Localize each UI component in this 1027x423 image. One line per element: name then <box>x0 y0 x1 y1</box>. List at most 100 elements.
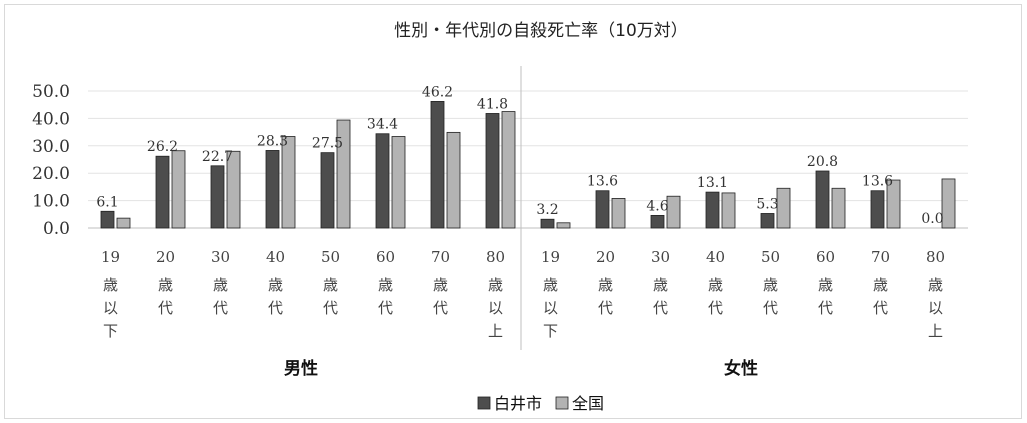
y-tick-label: 20.0 <box>32 164 70 184</box>
category-char: 代 <box>818 299 833 317</box>
bar-national <box>336 119 351 229</box>
category-number: 19 <box>101 248 120 266</box>
data-label: 13.6 <box>862 174 893 190</box>
bar-national <box>831 187 846 229</box>
category-number: 40 <box>706 248 725 266</box>
category-char: 歳 <box>433 276 448 294</box>
bar-shiroi <box>430 101 445 229</box>
data-label: 22.7 <box>202 149 233 165</box>
bar-shiroi <box>320 152 335 229</box>
category-char: 歳 <box>598 276 613 294</box>
data-label: 6.1 <box>96 194 118 210</box>
category-char: 歳 <box>708 276 723 294</box>
category-char: 代 <box>213 299 228 317</box>
category-number: 60 <box>816 248 835 266</box>
y-tick-label: 10.0 <box>32 192 70 212</box>
category-number: 30 <box>651 248 670 266</box>
bar-national <box>556 222 571 229</box>
data-labels: 6.1 26.2 22.7 28.3 27.5 34.4 46.2 41.8 3.2 13.6 4.… <box>96 84 943 227</box>
bar-shiroi <box>100 210 115 229</box>
category-char: 代 <box>378 299 393 317</box>
category-number: 20 <box>156 248 175 266</box>
data-label: 5.3 <box>756 196 778 212</box>
bar-national <box>611 198 626 229</box>
bar-national <box>721 192 736 229</box>
category-char: 歳 <box>818 276 833 294</box>
legend-label: 全国 <box>572 394 604 413</box>
category-number: 20 <box>596 248 615 266</box>
bar-national <box>116 217 131 229</box>
chart-title: 性別・年代別の自殺死亡率（10万対） <box>394 21 688 41</box>
bar-shiroi <box>155 155 170 229</box>
bar-national <box>171 150 186 229</box>
bar-shiroi <box>485 113 500 229</box>
bar-shiroi <box>705 191 720 229</box>
legend: 白井市 全国 <box>477 394 604 413</box>
bar-national <box>446 131 461 229</box>
y-tick-label: 0.0 <box>43 219 70 239</box>
data-label: 20.8 <box>807 154 838 170</box>
category-char: 上 <box>488 322 503 340</box>
bar-national <box>226 150 241 229</box>
bar-national <box>501 111 516 229</box>
category-char: 以 <box>488 299 503 317</box>
category-char: 歳 <box>763 276 778 294</box>
category-char: 歳 <box>873 276 888 294</box>
legend-label: 白井市 <box>494 394 542 413</box>
category-char: 歳 <box>543 276 558 294</box>
data-label: 41.8 <box>477 96 508 112</box>
category-char: 以 <box>543 299 558 317</box>
category-char: 歳 <box>213 276 228 294</box>
category-char: 代 <box>873 299 888 317</box>
data-label: 28.3 <box>257 133 288 149</box>
bar-national <box>666 195 681 229</box>
bar-national <box>886 179 901 229</box>
category-char: 代 <box>763 299 778 317</box>
category-char: 歳 <box>103 276 118 294</box>
bar-shiroi <box>210 165 225 229</box>
category-char: 代 <box>598 299 613 317</box>
y-tick-label: 50.0 <box>32 82 70 102</box>
category-number: 80 <box>486 248 505 266</box>
category-number: 30 <box>211 248 230 266</box>
legend-swatch <box>555 396 569 410</box>
bar-shiroi <box>265 150 280 229</box>
bar-national <box>281 136 296 229</box>
category-char: 以 <box>928 299 943 317</box>
y-tick-label: 30.0 <box>32 137 70 157</box>
bar-shiroi <box>650 214 665 229</box>
data-label: 3.2 <box>536 202 558 218</box>
y-axis: 50.0 40.0 30.0 20.0 10.0 0.0 <box>32 82 70 239</box>
data-label: 13.1 <box>697 175 728 191</box>
category-number: 19 <box>541 248 560 266</box>
category-char: 歳 <box>323 276 338 294</box>
category-char: 歳 <box>653 276 668 294</box>
bar-shiroi <box>815 170 830 229</box>
data-label: 0.0 <box>921 211 943 227</box>
data-label: 26.2 <box>147 139 178 155</box>
data-label: 27.5 <box>312 136 343 152</box>
category-char: 下 <box>543 322 558 340</box>
category-char: 上 <box>928 322 943 340</box>
bar-shiroi <box>760 213 775 229</box>
category-char: 代 <box>653 299 668 317</box>
bar-shiroi <box>540 218 555 229</box>
category-number: 50 <box>761 248 780 266</box>
category-char: 代 <box>158 299 173 317</box>
category-number: 80 <box>926 248 945 266</box>
group-label: 男性 <box>284 358 318 379</box>
category-char: 代 <box>323 299 338 317</box>
bar-national <box>941 178 956 229</box>
category-char: 以 <box>103 299 118 317</box>
bar-shiroi <box>375 133 390 229</box>
category-number: 70 <box>431 248 450 266</box>
category-char: 歳 <box>378 276 393 294</box>
bar-shiroi <box>870 190 885 229</box>
data-label: 13.6 <box>587 174 618 190</box>
category-char: 歳 <box>268 276 283 294</box>
category-number: 70 <box>871 248 890 266</box>
category-char: 代 <box>708 299 723 317</box>
category-char: 代 <box>268 299 283 317</box>
